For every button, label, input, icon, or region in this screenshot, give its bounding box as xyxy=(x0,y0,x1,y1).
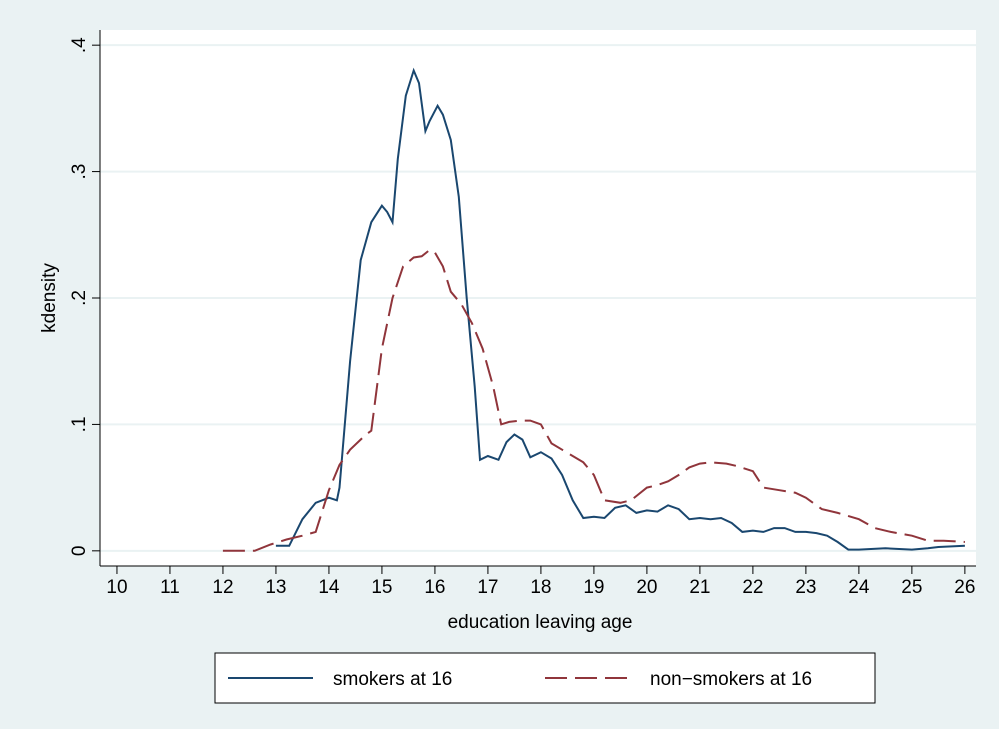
y-tick-label: .3 xyxy=(69,164,90,180)
y-tick-label: 0 xyxy=(69,546,90,557)
x-tick-label: 17 xyxy=(477,577,498,598)
x-tick-label: 26 xyxy=(954,577,975,598)
x-tick-label: 13 xyxy=(265,577,286,598)
line xyxy=(222,248,965,552)
x-tick-label: 20 xyxy=(636,577,657,598)
x-tick-label: 16 xyxy=(424,577,445,598)
line xyxy=(275,67,965,551)
y-axis-label: kdensity xyxy=(39,263,60,333)
y-tick-label: .2 xyxy=(69,290,90,306)
x-tick-label: 19 xyxy=(583,577,604,598)
legend-label: non−smokers at 16 xyxy=(650,669,812,690)
y-tick-label: .1 xyxy=(69,416,90,432)
x-tick-label: 12 xyxy=(212,577,233,598)
x-tick-label: 22 xyxy=(742,577,763,598)
x-tick-label: 10 xyxy=(106,577,127,598)
x-tick-label: 18 xyxy=(530,577,551,598)
x-tick-label: 14 xyxy=(318,577,340,598)
legend xyxy=(214,652,876,704)
x-tick-label: 11 xyxy=(160,577,180,598)
x-tick-label: 25 xyxy=(901,577,922,598)
x-tick-label: 15 xyxy=(371,577,392,598)
x-tick-label: 21 xyxy=(689,577,710,598)
x-tick-label: 24 xyxy=(848,577,870,598)
y-tick-label: .4 xyxy=(69,37,90,53)
x-axis-label: education leaving age xyxy=(448,612,633,633)
legend-label: smokers at 16 xyxy=(333,669,452,690)
x-tick-label: 23 xyxy=(795,577,816,598)
